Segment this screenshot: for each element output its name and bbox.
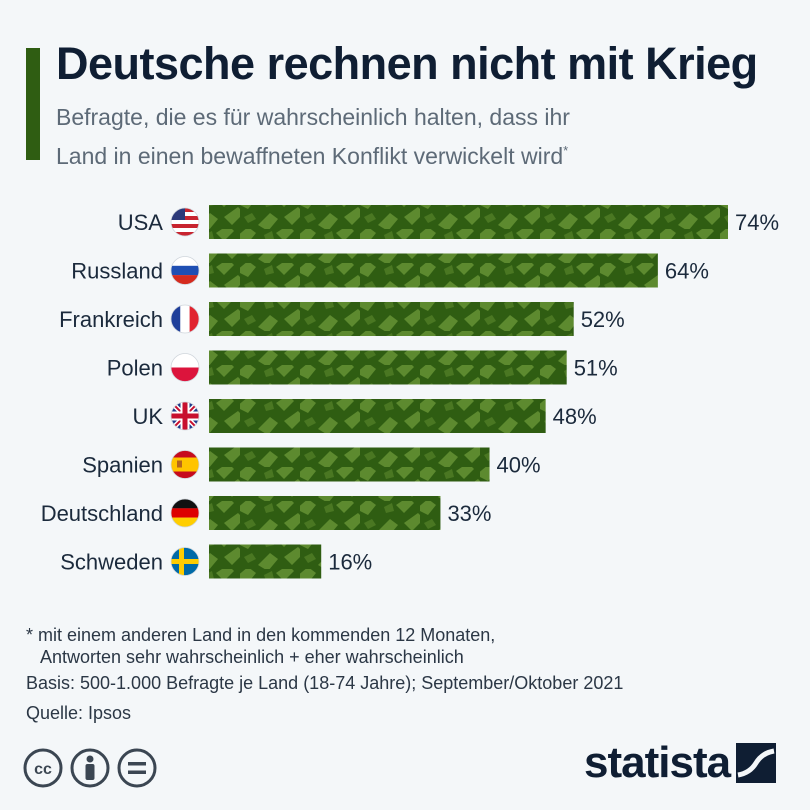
flag-poland-icon	[170, 353, 200, 382]
source-note: Quelle: Ipsos	[26, 703, 132, 723]
category-label: Spanien	[82, 453, 163, 478]
by-icon[interactable]	[70, 748, 110, 788]
footnote-line-2: Antworten sehr wahrscheinlich + eher wah…	[40, 647, 464, 667]
category-label: Russland	[71, 259, 163, 284]
bar	[209, 205, 728, 239]
category-label: UK	[132, 404, 163, 429]
value-label: 74%	[735, 210, 779, 235]
cc-icon[interactable]: cc	[23, 748, 63, 788]
bar	[209, 544, 322, 579]
category-label: Deutschland	[41, 501, 163, 526]
category-label: Schweden	[60, 550, 163, 575]
value-label: 40%	[497, 453, 541, 478]
bar	[209, 253, 658, 288]
value-label: 51%	[574, 356, 618, 381]
bar	[209, 496, 441, 530]
footnote-line-1: * mit einem anderen Land in den kommende…	[26, 625, 496, 645]
bar-chart: USA 74% Russland 64% Frankreich 52% Polen 51% UK…	[41, 205, 779, 579]
bar	[209, 350, 567, 385]
statista-wordmark: statista	[584, 738, 731, 787]
basis-note: Basis: 500-1.000 Befragte je Land (18-74…	[26, 673, 624, 693]
flag-france-icon	[170, 304, 200, 334]
value-label: 48%	[553, 404, 597, 429]
svg-text:cc: cc	[34, 761, 52, 778]
bar	[209, 447, 490, 482]
statista-logo-icon	[736, 743, 777, 783]
chart-subtitle: Befragte, die es für wahrscheinlich halt…	[56, 101, 756, 173]
bar	[209, 302, 574, 336]
license-icons: cc	[22, 746, 162, 795]
subtitle-line-1: Befragte, die es für wahrscheinlich halt…	[56, 104, 570, 130]
value-label: 52%	[581, 307, 625, 332]
flag-usa-icon	[170, 207, 200, 237]
statista-logo[interactable]: statista	[584, 738, 777, 788]
bar	[209, 399, 546, 433]
category-label: USA	[118, 210, 164, 235]
subtitle-line-2: Land in einen bewaffneten Konflikt verwi…	[56, 143, 564, 169]
value-label: 33%	[447, 501, 491, 526]
flag-russia-icon	[170, 256, 200, 285]
flag-uk-icon	[170, 401, 200, 431]
flag-germany-icon	[170, 498, 200, 528]
subtitle-footnote-mark: *	[563, 143, 569, 158]
flag-spain-icon	[170, 450, 200, 479]
accent-bar	[26, 48, 40, 160]
category-label: Frankreich	[59, 307, 163, 332]
chart-title: Deutsche rechnen nicht mit Krieg	[56, 38, 758, 89]
nd-icon[interactable]	[117, 748, 157, 788]
flag-sweden-icon	[170, 547, 200, 576]
value-label: 64%	[665, 259, 709, 284]
category-label: Polen	[107, 356, 163, 381]
value-label: 16%	[328, 550, 372, 575]
